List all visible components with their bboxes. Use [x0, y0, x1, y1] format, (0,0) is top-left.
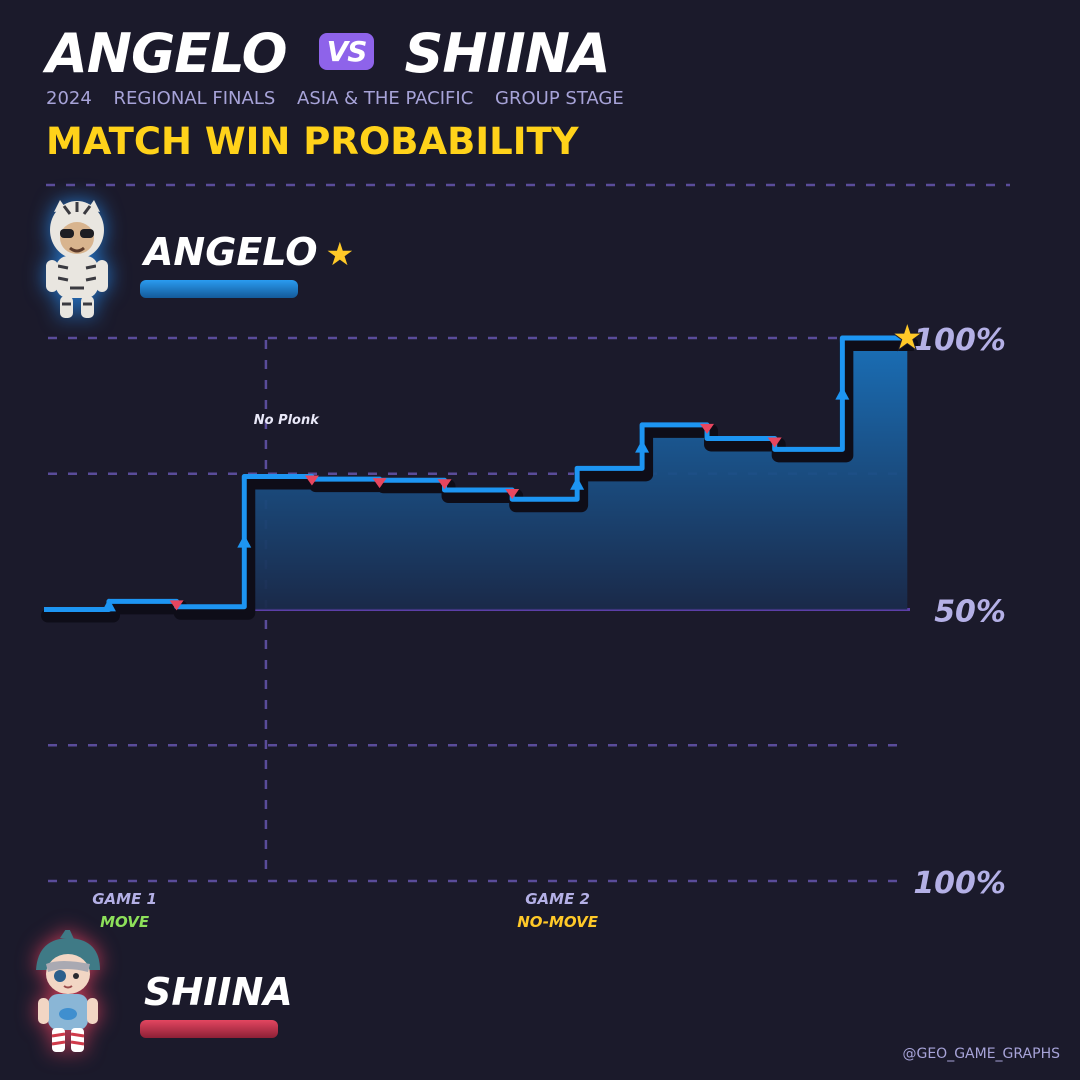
- down-arrow-marker: [505, 489, 520, 500]
- game-mode-label: NO-MOVE: [517, 913, 599, 931]
- line-shadow: [41, 337, 919, 623]
- angelo-avatar: [46, 200, 108, 318]
- angelo-color-bar: [140, 280, 298, 298]
- angelo-name: ANGELO: [144, 230, 318, 274]
- down-arrow-marker: [372, 478, 387, 489]
- subtitle-event: REGIONAL FINALS: [113, 88, 276, 109]
- shiina-avatar: [36, 930, 100, 1052]
- probability-line-group: [41, 335, 919, 623]
- winner-star-marker: ★: [890, 315, 924, 359]
- player1-title: ANGELO: [46, 22, 288, 85]
- player2-title: SHIINA: [404, 22, 610, 85]
- down-arrow-marker: [169, 600, 184, 611]
- game-label: GAME 1: [92, 890, 157, 908]
- shiina-color-bar: [140, 1020, 278, 1038]
- shiina-label: SHIINA: [144, 970, 293, 1014]
- subtitle-year: 2024: [46, 88, 92, 109]
- up-arrow-marker: [101, 598, 116, 612]
- credit-handle: @GEO_GAME_GRAPHS: [902, 1046, 1060, 1062]
- down-arrow-marker: [700, 423, 715, 434]
- shiina-name: SHIINA: [144, 970, 293, 1014]
- down-arrow-marker: [437, 479, 452, 490]
- probability-line: [44, 335, 908, 612]
- up-arrow-marker: [237, 534, 252, 548]
- y-tick-label: 100%: [913, 323, 1006, 358]
- subtitle-stage: GROUP STAGE: [495, 88, 624, 109]
- down-arrow-marker: [767, 437, 782, 448]
- grid-lines: [46, 183, 1010, 883]
- event-subtitle: 2024 REGIONAL FINALS ASIA & THE PACIFIC …: [46, 88, 640, 109]
- subtitle-region: ASIA & THE PACIFIC: [297, 88, 474, 109]
- chart-heading: MATCH WIN PROBABILITY: [46, 120, 579, 163]
- game-label: GAME 2: [525, 890, 590, 908]
- down-arrow-marker: [304, 475, 319, 486]
- game-mode-label: MOVE: [100, 913, 150, 931]
- up-arrow-marker: [635, 439, 650, 453]
- annotation-label: No Plonk: [254, 413, 321, 428]
- event-markers: [101, 386, 850, 612]
- y-tick-label: 50%: [934, 595, 1006, 630]
- up-arrow-marker: [570, 476, 585, 490]
- winner-star-icon: ★: [325, 235, 355, 273]
- angelo-label: ANGELO ★: [144, 230, 354, 274]
- y-tick-label: 100%: [913, 866, 1006, 901]
- vs-badge: VS: [318, 32, 375, 70]
- match-title: ANGELO VS SHIINA: [46, 22, 611, 85]
- up-arrow-marker: [835, 386, 850, 400]
